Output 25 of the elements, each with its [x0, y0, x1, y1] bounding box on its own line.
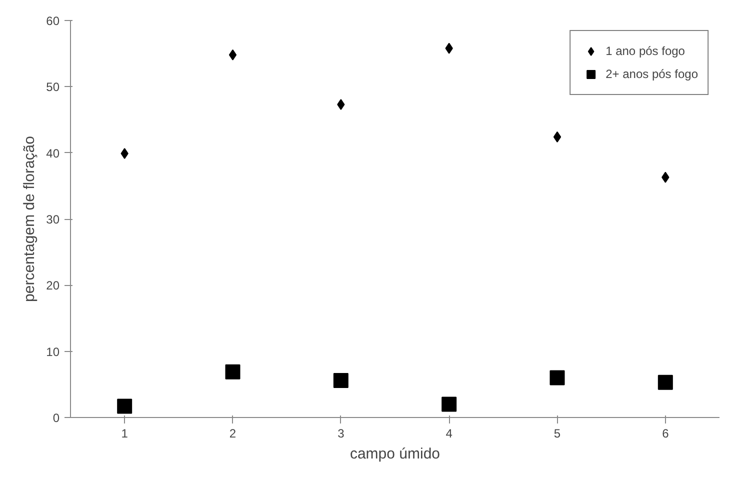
y-tick-label: 0 — [52, 411, 60, 425]
x-tick-label: 2 — [229, 426, 236, 440]
y-tick-label: 60 — [46, 14, 60, 28]
legend-label: 1 ano pós fogo — [606, 44, 685, 58]
y-tick-label: 50 — [46, 80, 60, 94]
legend-label: 2+ anos pós fogo — [606, 67, 698, 81]
y-tick-label: 20 — [46, 278, 60, 293]
point — [553, 131, 562, 142]
y-axis-title: percentagem de floração — [21, 136, 38, 302]
point — [333, 372, 348, 388]
point — [658, 374, 673, 390]
y-tick-label: 30 — [46, 212, 60, 226]
x-tick-label: 1 — [121, 426, 128, 440]
x-tick-label: 5 — [554, 426, 561, 440]
x-tick-label: 4 — [446, 426, 453, 440]
x-tick-label: 6 — [662, 426, 670, 440]
x-tick-label: 3 — [338, 426, 345, 440]
point — [550, 370, 565, 386]
y-tick-label: 10 — [46, 344, 60, 359]
point — [228, 49, 237, 60]
x-axis-title: campo úmido — [350, 446, 440, 462]
point — [442, 396, 457, 412]
y-tick-label: 40 — [46, 146, 60, 160]
point — [117, 398, 132, 414]
point — [225, 364, 240, 380]
